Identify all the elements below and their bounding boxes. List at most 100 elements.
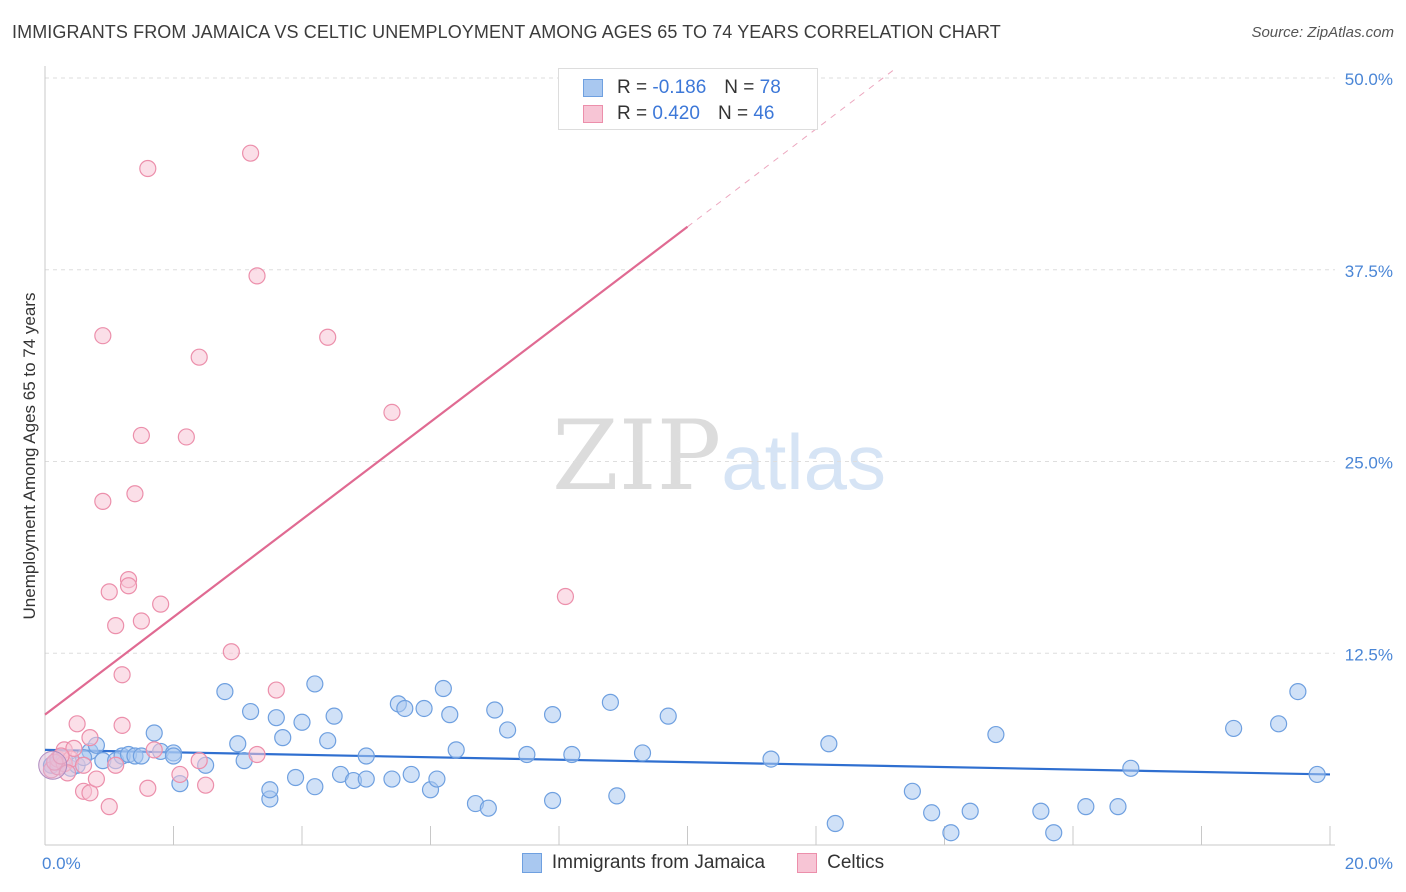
point-celtics bbox=[171, 765, 189, 784]
point-celtics bbox=[81, 729, 99, 747]
point-jamaica bbox=[903, 782, 921, 800]
point-celtics bbox=[81, 784, 99, 802]
legend-label-celtics: Celtics bbox=[827, 852, 885, 873]
legend-swatch-celtics bbox=[583, 105, 603, 123]
point-celtics bbox=[248, 267, 266, 285]
legend-n-label: N = bbox=[717, 103, 749, 124]
point-jamaica bbox=[402, 765, 420, 784]
point-jamaica bbox=[1122, 759, 1140, 777]
point-jamaica bbox=[563, 745, 581, 764]
point-celtics bbox=[248, 745, 266, 764]
point-jamaica bbox=[383, 770, 401, 788]
legend-r-value-celtics: 0.420 bbox=[652, 103, 700, 124]
point-jamaica bbox=[319, 732, 337, 750]
point-celtics bbox=[74, 756, 93, 774]
y-tick-label: 25.0% bbox=[1345, 454, 1393, 473]
point-cluster bbox=[38, 750, 68, 780]
point-jamaica bbox=[415, 699, 433, 718]
point-celtics bbox=[119, 577, 138, 595]
point-jamaica bbox=[441, 706, 459, 724]
point-jamaica bbox=[1045, 824, 1063, 842]
legend-n-value-jamaica: 78 bbox=[759, 77, 781, 98]
point-jamaica bbox=[499, 721, 517, 739]
point-celtics bbox=[107, 756, 125, 774]
point-jamaica bbox=[145, 724, 163, 742]
point-celtics bbox=[100, 583, 118, 601]
point-celtics bbox=[267, 681, 285, 699]
stats-legend: R = -0.186 N = 78 R = 0.420 N = 46 bbox=[558, 68, 818, 130]
point-jamaica bbox=[826, 814, 844, 833]
point-celtics bbox=[319, 328, 337, 346]
point-jamaica bbox=[216, 682, 234, 701]
legend-r-label: R = bbox=[617, 103, 648, 124]
point-jamaica bbox=[633, 744, 652, 762]
point-celtics bbox=[68, 715, 86, 733]
point-celtics bbox=[177, 428, 195, 446]
legend-swatch-jamaica bbox=[583, 79, 603, 97]
point-celtics bbox=[132, 426, 150, 445]
legend-r-label: R = bbox=[617, 77, 648, 98]
point-jamaica bbox=[479, 799, 497, 817]
point-jamaica bbox=[543, 706, 562, 724]
legend-swatch-celtics bbox=[797, 853, 818, 873]
data-points bbox=[38, 144, 1326, 842]
legend-n-label: N = bbox=[724, 77, 755, 98]
point-celtics bbox=[94, 327, 112, 345]
point-jamaica bbox=[357, 747, 375, 765]
point-jamaica bbox=[762, 750, 780, 768]
point-celtics bbox=[65, 739, 83, 757]
trend-lines bbox=[44, 69, 1331, 776]
x-tick-label: 20.0% bbox=[1345, 854, 1393, 873]
legend-n-value-celtics: 46 bbox=[753, 103, 775, 124]
point-jamaica bbox=[1109, 798, 1127, 816]
point-jamaica bbox=[274, 729, 292, 747]
legend-item-jamaica[interactable]: Immigrants from Jamaica bbox=[521, 852, 765, 874]
point-jamaica bbox=[1289, 682, 1307, 701]
x-tick-label: 0.0% bbox=[42, 854, 81, 873]
point-jamaica bbox=[293, 713, 311, 731]
point-jamaica bbox=[942, 824, 960, 842]
point-celtics bbox=[126, 485, 144, 503]
point-celtics bbox=[190, 752, 208, 770]
source-label: Source: ZipAtlas.com bbox=[1251, 24, 1394, 41]
point-celtics bbox=[139, 779, 157, 797]
legend-row-jamaica: R = -0.186 N = 78 bbox=[583, 77, 781, 99]
point-celtics bbox=[556, 587, 575, 606]
point-celtics bbox=[222, 643, 240, 661]
point-jamaica bbox=[486, 701, 504, 719]
point-jamaica bbox=[608, 787, 626, 805]
point-jamaica bbox=[325, 707, 343, 725]
point-jamaica bbox=[306, 675, 324, 693]
point-jamaica bbox=[1269, 715, 1288, 733]
legend-item-celtics[interactable]: Celtics bbox=[797, 852, 884, 874]
point-jamaica bbox=[1225, 719, 1243, 738]
point-celtics bbox=[132, 612, 150, 630]
point-jamaica bbox=[242, 702, 260, 721]
point-celtics bbox=[152, 595, 170, 613]
legend-swatch-jamaica bbox=[521, 853, 542, 873]
point-jamaica bbox=[306, 778, 324, 796]
point-celtics bbox=[190, 348, 208, 366]
point-celtics bbox=[242, 144, 260, 162]
point-jamaica bbox=[396, 699, 414, 718]
y-tick-label: 50.0% bbox=[1345, 70, 1393, 89]
legend-row-celtics: R = 0.420 N = 46 bbox=[583, 103, 774, 125]
point-jamaica bbox=[164, 747, 183, 765]
point-celtics bbox=[113, 666, 131, 684]
point-jamaica bbox=[261, 781, 279, 799]
point-celtics bbox=[94, 492, 112, 510]
point-jamaica bbox=[1032, 802, 1050, 820]
grid-lines bbox=[45, 77, 1335, 654]
point-celtics bbox=[145, 741, 163, 759]
y-tick-label: 37.5% bbox=[1345, 262, 1393, 281]
point-jamaica bbox=[267, 709, 285, 727]
point-jamaica bbox=[601, 693, 620, 711]
point-jamaica bbox=[543, 791, 562, 810]
point-celtics bbox=[107, 617, 125, 635]
legend-r-value-jamaica: -0.186 bbox=[652, 77, 707, 98]
point-jamaica bbox=[659, 707, 677, 725]
point-celtics bbox=[100, 798, 118, 816]
point-jamaica bbox=[357, 770, 375, 788]
point-jamaica bbox=[820, 735, 838, 753]
point-jamaica bbox=[447, 741, 465, 759]
